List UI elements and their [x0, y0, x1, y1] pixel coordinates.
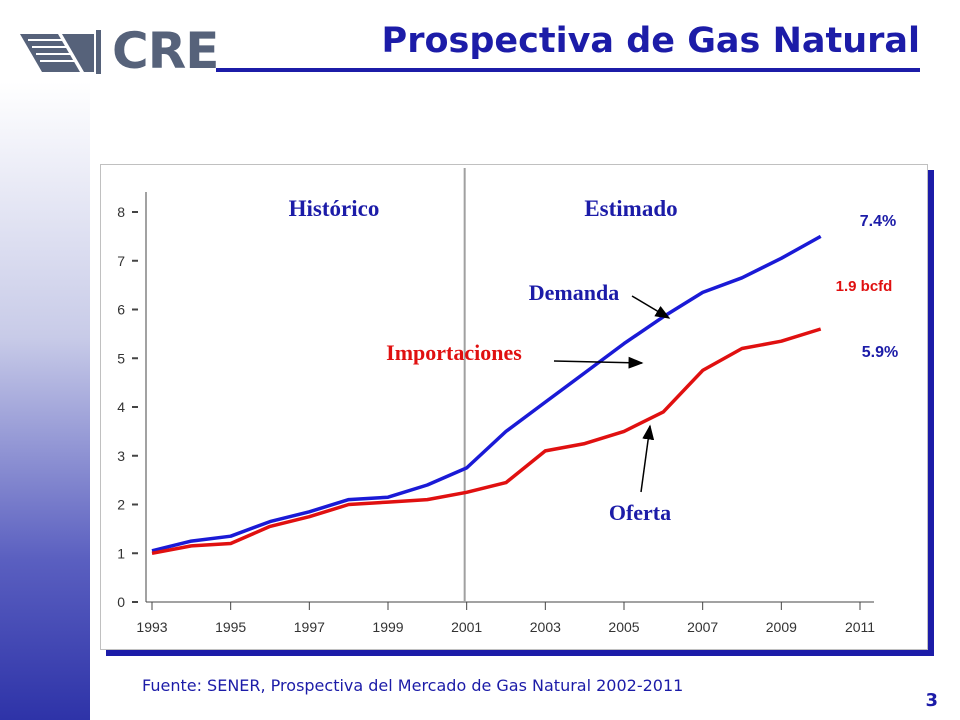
x-tick-label: 1995 [215, 619, 246, 635]
chart-panel [100, 164, 928, 650]
x-tick-label: 1999 [372, 619, 403, 635]
cre-logo [18, 22, 218, 82]
arrow-importaciones [553, 356, 644, 369]
annotation-oferta: Oferta [609, 500, 671, 525]
cre-logo-icon [20, 34, 94, 72]
growth-label-demanda: 7.4% [860, 213, 896, 230]
series-line-demanda [151, 234, 822, 553]
y-tick-label: 0 [117, 594, 125, 610]
arrow-demanda [631, 295, 671, 319]
region-label-estimado: Estimado [584, 196, 677, 221]
growth-label-oferta: 5.9% [862, 344, 898, 361]
x-tick-label: 2011 [845, 619, 875, 635]
x-tick-label: 1993 [136, 619, 167, 635]
y-tick-label: 3 [117, 448, 125, 464]
y-tick-label: 4 [117, 399, 125, 415]
source-note: Fuente: SENER, Prospectiva del Mercado d… [142, 676, 684, 695]
x-tick-label: 2009 [766, 619, 797, 635]
x-tick-label: 2007 [687, 619, 718, 635]
logo-text: CRE [112, 22, 219, 80]
region-label-historico: Histórico [289, 196, 380, 221]
annotation-gap: 1.9 bcfd [836, 278, 893, 295]
y-tick-label: 8 [117, 204, 125, 220]
arrow-oferta [640, 424, 655, 493]
y-tick-label: 7 [117, 253, 125, 269]
x-tick-label: 2005 [608, 619, 639, 635]
title-underline [216, 68, 920, 72]
series-line-oferta [151, 327, 822, 556]
page-title: Prospectiva de Gas Natural [381, 21, 920, 61]
y-tick-label: 1 [117, 545, 125, 561]
logo-separator [96, 30, 101, 74]
page-number: 3 [925, 690, 938, 711]
x-tick-label: 2001 [451, 619, 482, 635]
y-tick-label: 6 [117, 302, 125, 318]
y-tick-label: 2 [117, 497, 125, 513]
annotation-importaciones: Importaciones [386, 340, 522, 365]
left-gradient-bar [0, 82, 90, 720]
x-tick-label: 1997 [294, 619, 325, 635]
x-tick-label: 2003 [530, 619, 561, 635]
annotation-demanda: Demanda [529, 280, 619, 305]
y-tick-label: 5 [117, 350, 125, 366]
